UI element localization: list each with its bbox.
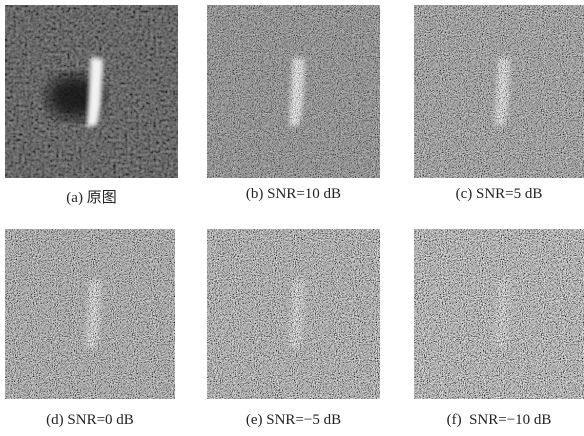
noise xyxy=(5,229,175,399)
caption: (b) SNR=10 dB xyxy=(207,186,380,203)
image-panel xyxy=(5,5,178,178)
image-panel xyxy=(414,229,584,399)
image-panel xyxy=(414,5,584,178)
noise xyxy=(207,229,380,399)
noise xyxy=(414,229,584,399)
noise xyxy=(414,5,584,178)
caption: (c) SNR=5 dB xyxy=(414,186,584,203)
image-panel xyxy=(5,229,175,399)
caption: (d) SNR=0 dB xyxy=(5,412,175,429)
noise xyxy=(207,5,380,178)
image-panel xyxy=(207,229,380,399)
image-panel xyxy=(207,5,380,178)
caption: (f) SNR=−10 dB xyxy=(414,412,584,429)
caption: (a) 原图 xyxy=(5,186,178,207)
caption: (e) SNR=−5 dB xyxy=(207,412,380,429)
figure: (() => { const data = JSON.parse(documen… xyxy=(0,0,584,436)
